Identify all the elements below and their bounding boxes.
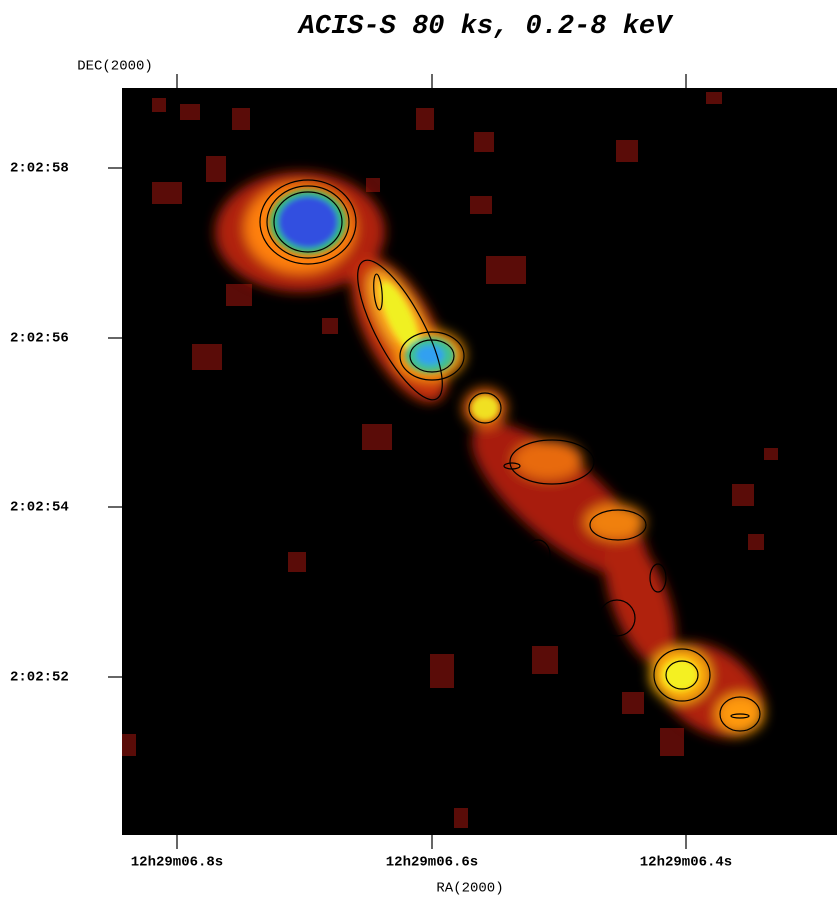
title: ACIS-S 80 ks, 0.2-8 keV <box>297 12 674 42</box>
y-tick-label: 2:02:52 <box>10 670 69 686</box>
x-tick-label: 12h29m06.6s <box>386 855 478 871</box>
x-tick-label: 12h29m06.8s <box>131 855 223 871</box>
y-tick-label: 2:02:56 <box>10 331 69 347</box>
x-tick-label: 12h29m06.4s <box>640 855 732 871</box>
y-tick-label: 2:02:58 <box>10 161 69 177</box>
x-axis-label: RA(2000) <box>436 881 503 897</box>
image <box>122 88 837 835</box>
y-tick-label: 2:02:54 <box>10 500 69 516</box>
y-axis-label: DEC(2000) <box>77 59 153 75</box>
page: ACIS-S 80 ks, 0.2-8 keV DEC(2000) <box>0 0 837 900</box>
